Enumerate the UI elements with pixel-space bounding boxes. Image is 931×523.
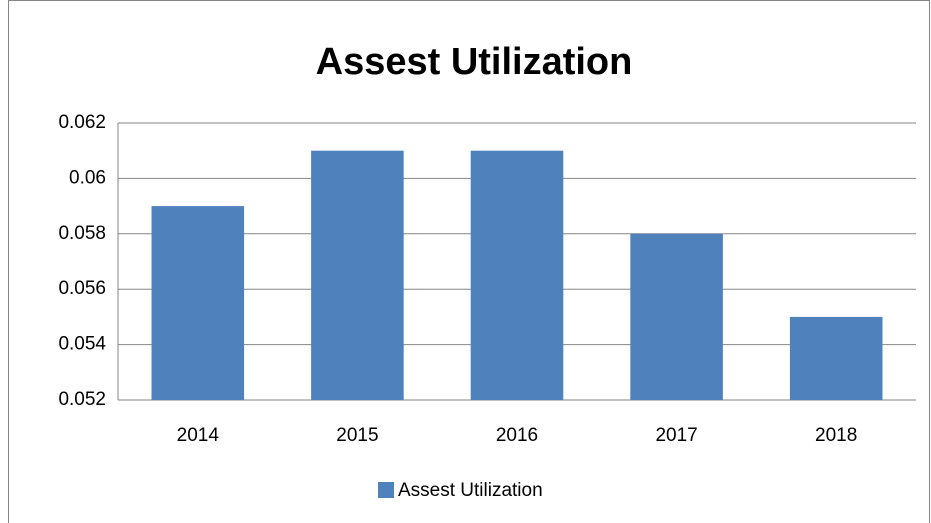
y-tick-label: 0.058: [58, 223, 106, 244]
chart-title: Assest Utilization: [316, 41, 633, 83]
x-tick-label: 2015: [336, 425, 378, 446]
bar: [630, 233, 723, 400]
y-tick-label: 0.052: [58, 389, 106, 410]
legend-label: Assest Utilization: [398, 480, 543, 501]
x-tick-label: 2016: [496, 425, 538, 446]
y-tick-label: 0.054: [58, 334, 106, 355]
bar: [789, 316, 883, 400]
bar: [151, 206, 245, 400]
y-tick-label: 0.056: [58, 278, 106, 299]
x-tick-label: 2017: [655, 425, 697, 446]
x-tick-label: 2014: [177, 425, 220, 446]
y-tick-label: 0.062: [58, 112, 106, 133]
x-tick-label: 2018: [815, 425, 857, 446]
bar: [311, 150, 404, 400]
y-tick-label: 0.06: [69, 167, 106, 188]
legend-swatch: [378, 482, 394, 498]
bar: [470, 150, 564, 400]
